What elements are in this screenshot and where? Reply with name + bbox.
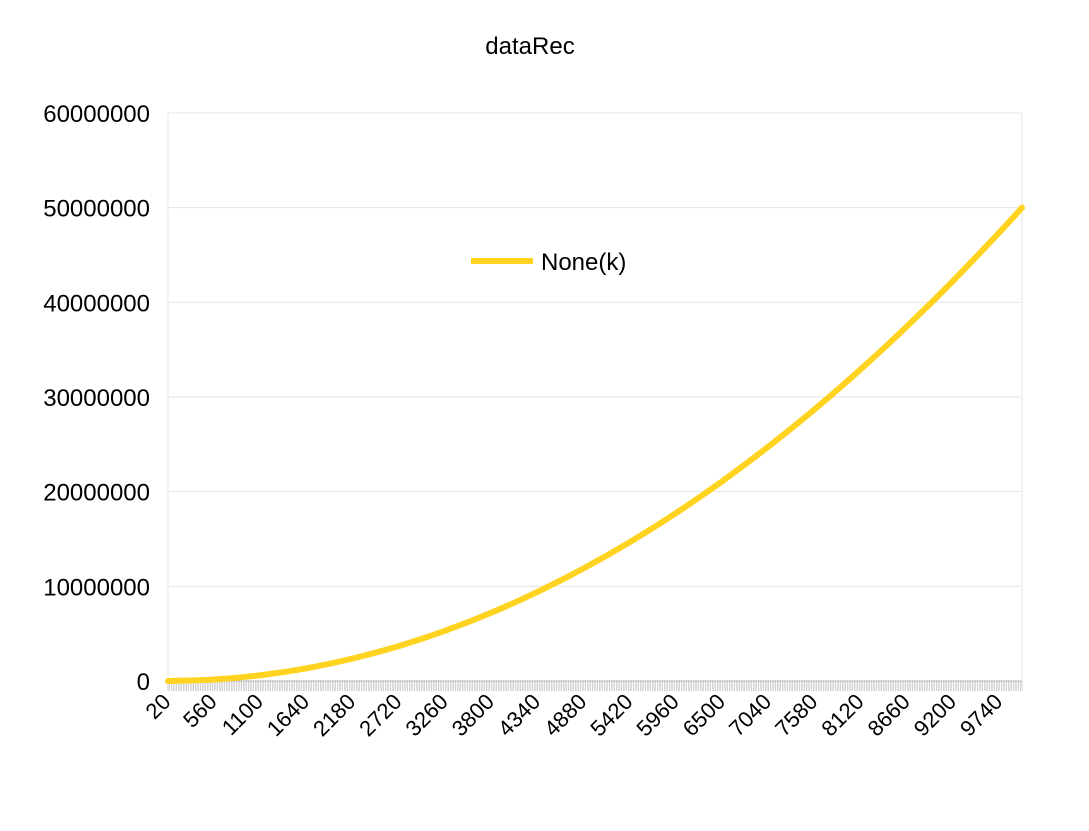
series-lines <box>165 204 1025 684</box>
x-tick-label: 9740 <box>955 689 1007 741</box>
x-tick-label: 7580 <box>770 689 822 741</box>
x-tick-label: 8660 <box>863 689 915 741</box>
x-tick-label: 2720 <box>354 689 406 741</box>
y-tick-label: 50000000 <box>43 196 150 223</box>
x-tick-label: 3800 <box>447 689 499 741</box>
y-tick-label: 20000000 <box>43 480 150 507</box>
x-tick-label: 9200 <box>909 689 961 741</box>
legend-label: None(k) <box>541 249 626 276</box>
x-tick-label: 1640 <box>262 689 314 741</box>
x-axis-tick-labels: 20 56011001640218027203260380043404880542… <box>141 689 1008 741</box>
x-tick-label: 6500 <box>678 689 730 741</box>
x-tick-label: 2180 <box>308 689 360 741</box>
x-tick-label: 1100 <box>217 689 268 740</box>
y-tick-label: 30000000 <box>43 385 150 412</box>
y-tick-label: 10000000 <box>43 574 150 601</box>
y-axis-tick-labels: 0 10000000 20000000 30000000 40000000 5000000… <box>43 101 150 696</box>
x-tick-label: 5420 <box>585 689 637 741</box>
chart-title: dataRec <box>485 33 574 60</box>
y-tick-label: 60000000 <box>43 101 150 128</box>
gridlines <box>167 112 1023 682</box>
legend: None(k) <box>471 249 626 276</box>
x-tick-label: 5960 <box>632 689 684 741</box>
x-axis-minor-ticks <box>167 681 1023 691</box>
x-tick-label: 560 <box>178 689 222 733</box>
y-tick-label: 40000000 <box>43 290 150 317</box>
y-tick-label: 0 <box>137 669 150 696</box>
x-tick-label: 4340 <box>493 689 545 741</box>
x-tick-label: 3260 <box>400 689 452 741</box>
x-tick-label: 8120 <box>816 689 868 741</box>
x-tick-label: 7040 <box>724 689 776 741</box>
x-tick-label: 4880 <box>539 689 591 741</box>
series-line-none-k- <box>165 204 1025 684</box>
